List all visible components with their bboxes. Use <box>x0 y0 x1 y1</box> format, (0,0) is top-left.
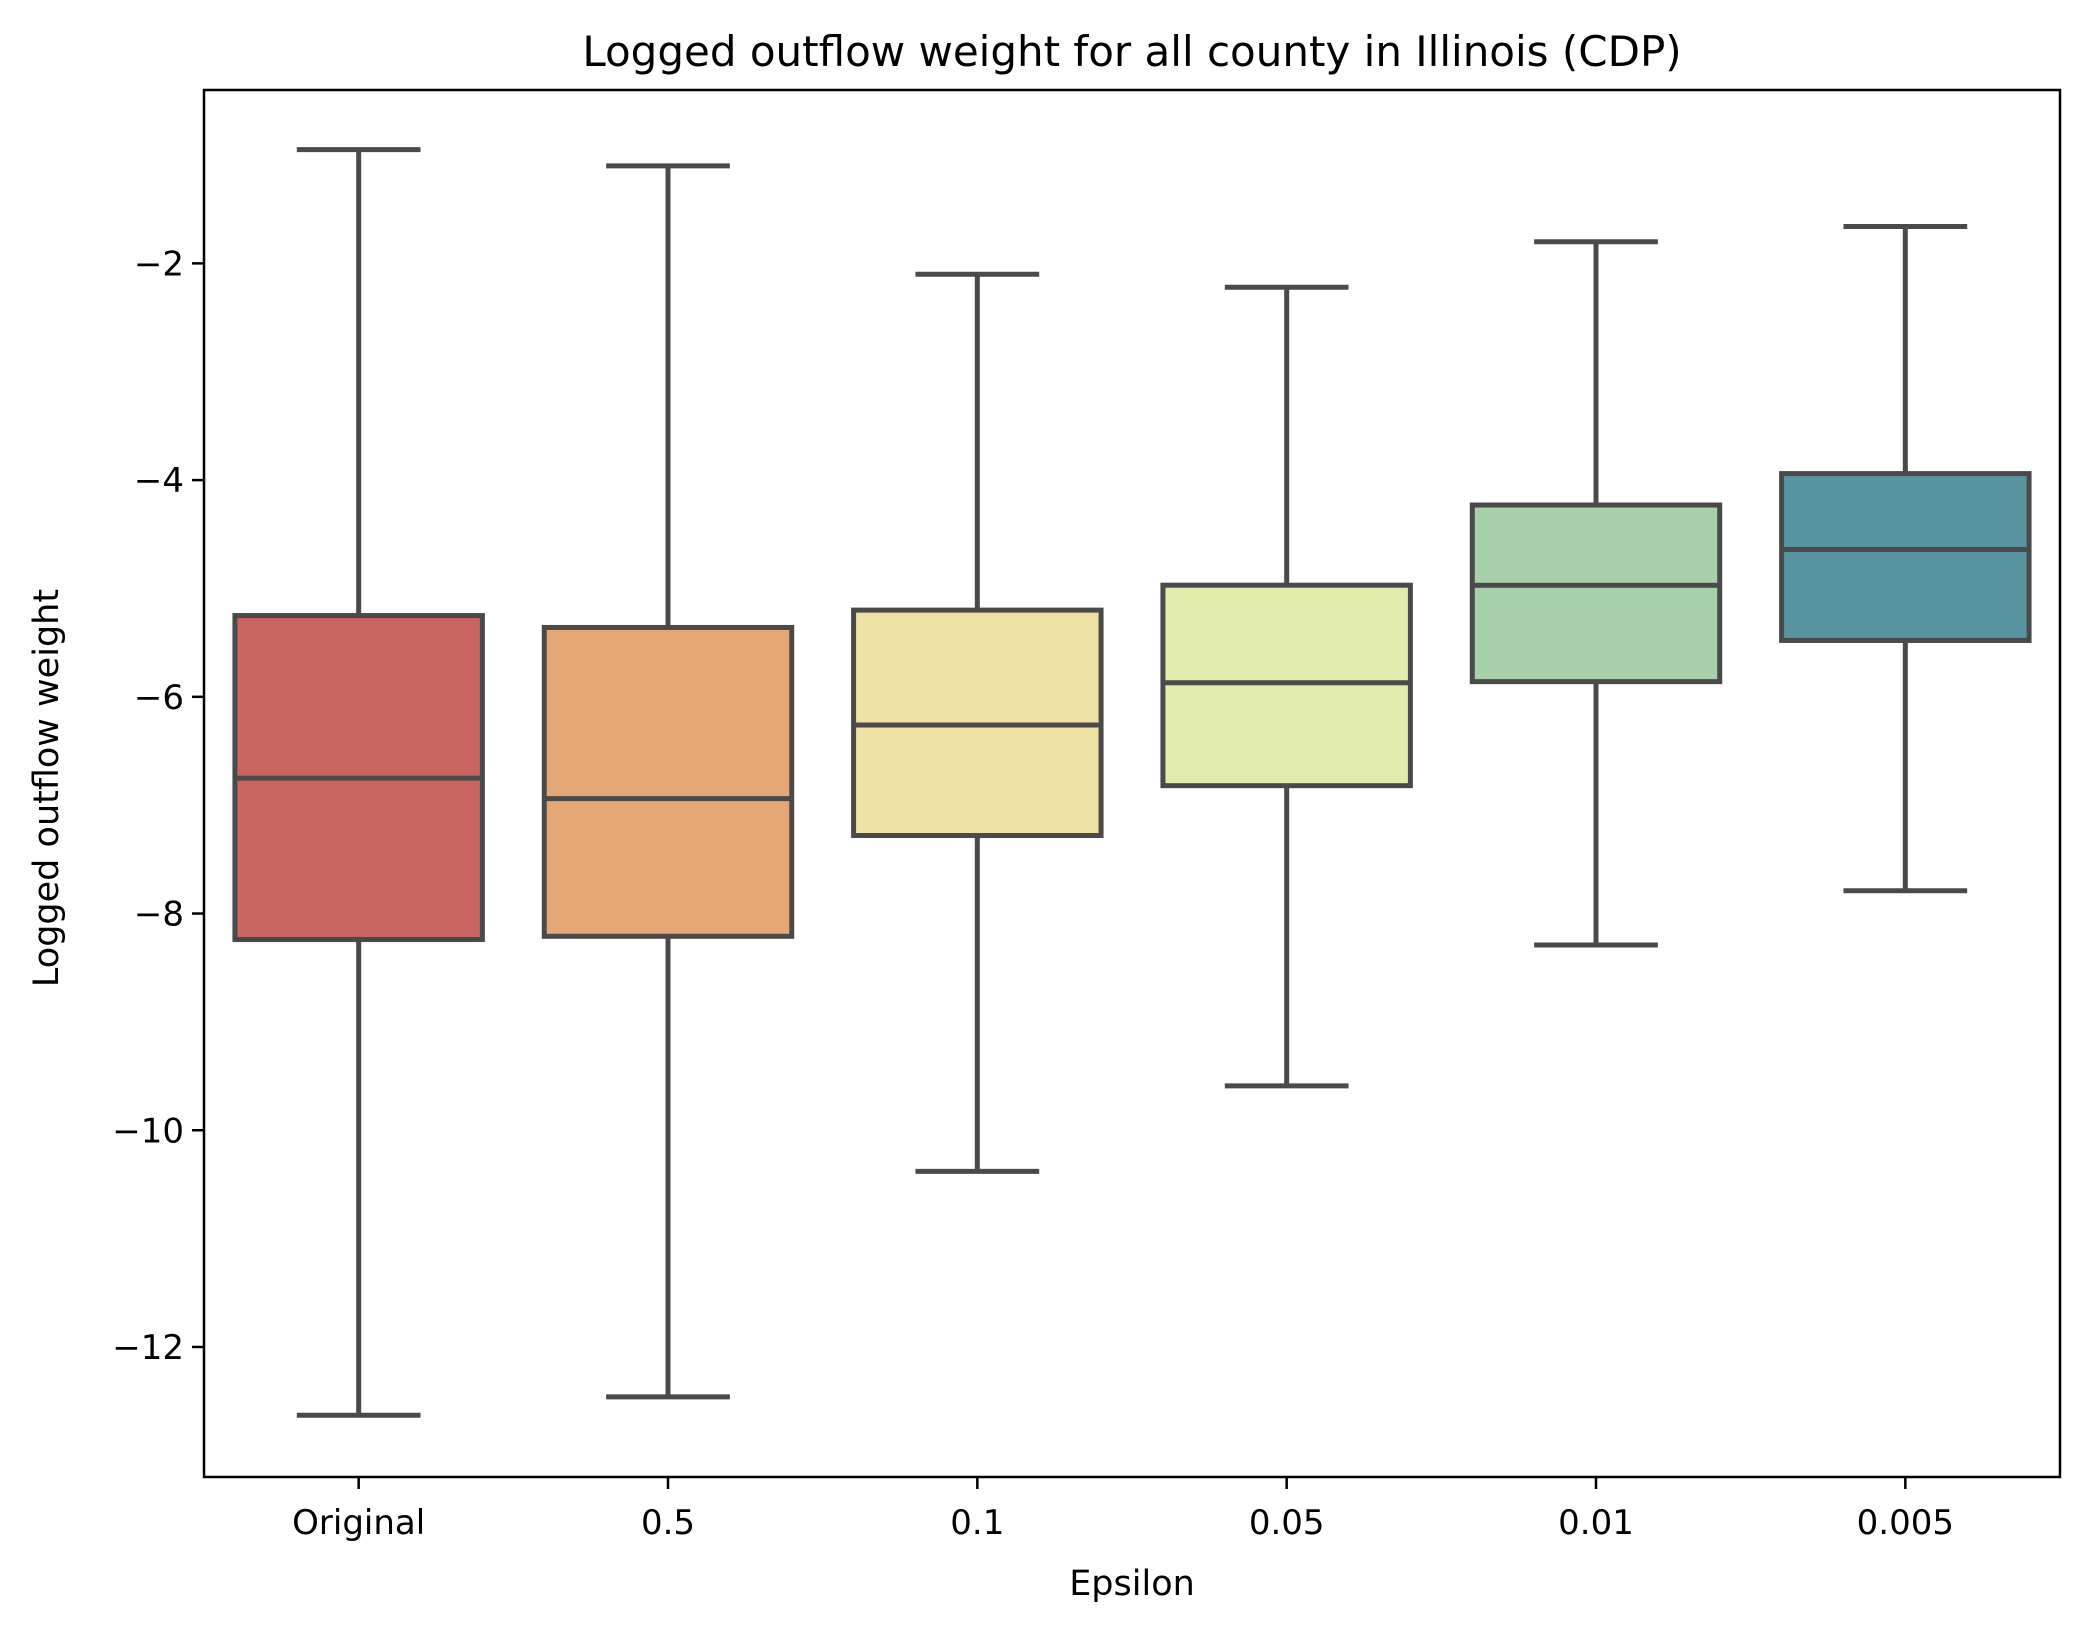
box-0-005 <box>1779 224 2032 894</box>
plot-frame <box>202 88 2062 1479</box>
interquartile-box <box>1469 502 1723 685</box>
y-tick-label: −8 <box>134 895 184 935</box>
box-0-05 <box>1160 284 1413 1089</box>
x-axis: Original 0.5 0.1 0.05 0.01 0.005 <box>292 1477 1954 1543</box>
box-0-1 <box>851 271 1104 1174</box>
interquartile-box <box>1160 582 1413 789</box>
y-tick-label: −10 <box>112 1111 184 1151</box>
x-tick-label: 0.05 <box>1249 1503 1325 1543</box>
x-tick-label: 0.5 <box>641 1503 695 1543</box>
box-original <box>232 147 485 1418</box>
x-tick-label: 0.005 <box>1857 1503 1954 1543</box>
y-axis-label: Logged outflow weight <box>27 589 67 987</box>
chart-title: Logged outflow weight for all county in … <box>582 27 1681 76</box>
box-0-01 <box>1469 239 1723 948</box>
y-axis: −2 −4 −6 −8 −10 −12 <box>112 244 204 1368</box>
y-tick-label: −2 <box>134 244 184 284</box>
interquartile-box <box>1779 471 2032 643</box>
plot-area <box>232 147 2032 1418</box>
x-tick-label: 0.1 <box>950 1503 1004 1543</box>
x-tick-label: Original <box>292 1503 425 1543</box>
x-axis-label: Epsilon <box>1069 1564 1195 1604</box>
x-tick-label: 0.01 <box>1558 1503 1634 1543</box>
box-0-5 <box>541 163 795 1400</box>
y-tick-label: −6 <box>134 678 184 718</box>
interquartile-box <box>541 624 795 939</box>
y-tick-label: −4 <box>134 461 184 501</box>
y-tick-label: −12 <box>112 1328 184 1368</box>
